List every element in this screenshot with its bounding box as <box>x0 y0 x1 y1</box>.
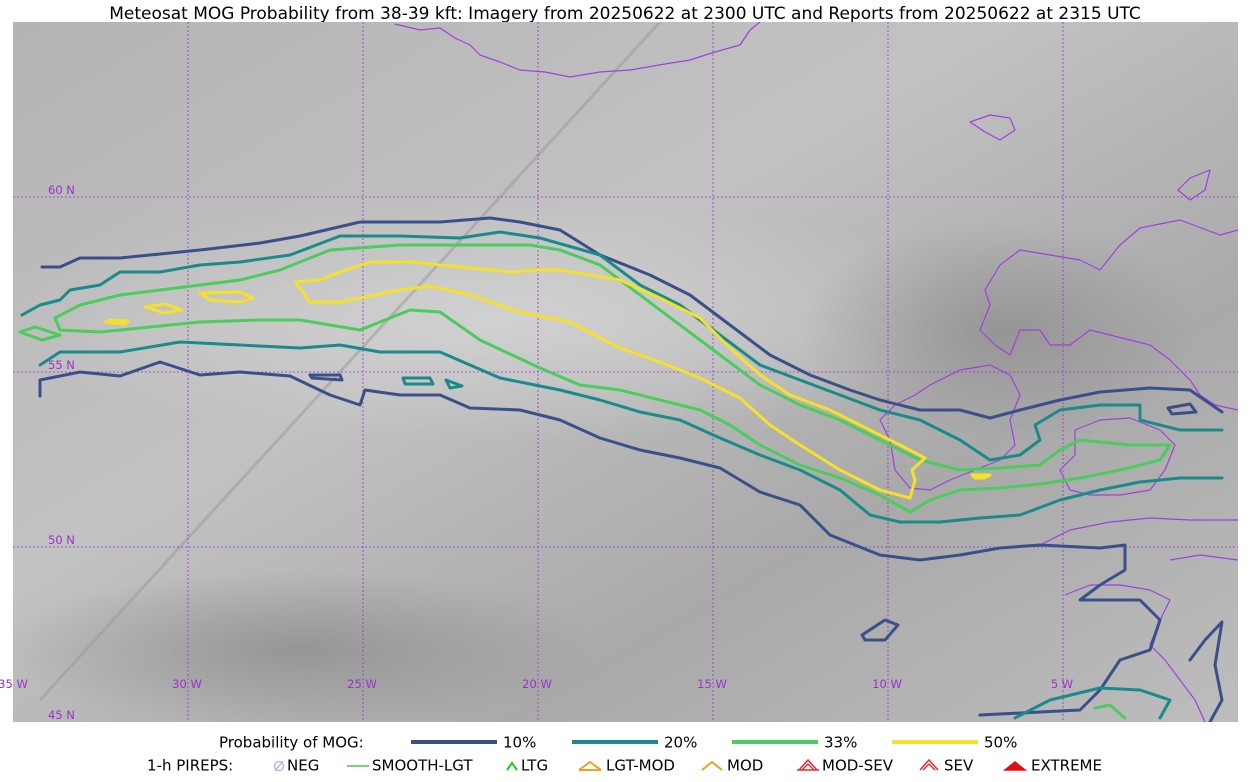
coastline <box>879 364 1021 491</box>
legend-label: MOD <box>727 757 763 775</box>
legend-label: 33% <box>824 734 857 752</box>
coastline <box>1177 169 1211 201</box>
coastline <box>394 22 761 78</box>
coastline <box>979 219 1238 411</box>
contour-line <box>18 325 1127 720</box>
legend-label: SMOOTH-LGT <box>372 757 473 775</box>
pirep-icon-mod <box>701 760 723 771</box>
lat-label: 55 N <box>48 358 75 372</box>
lon-label: 35 W <box>0 677 28 691</box>
legend-label: SEV <box>944 757 974 775</box>
lon-label: 20 W <box>522 677 552 691</box>
legend-label: LTG <box>521 757 548 775</box>
contour-line <box>53 243 1172 514</box>
contour-line <box>103 290 992 480</box>
pirep-icon-sev <box>922 762 936 771</box>
contour-33 <box>18 243 1172 720</box>
lat-label: 45 N <box>48 708 75 722</box>
contour-line <box>20 230 1224 462</box>
contour-line <box>38 360 1162 717</box>
graticule <box>13 22 1238 722</box>
lon-label: 10 W <box>872 677 902 691</box>
coastline <box>969 114 1016 141</box>
legend-label: 20% <box>664 734 697 752</box>
pirep-icon-sev <box>919 758 939 771</box>
legend-label: 10% <box>503 734 536 752</box>
contour-line <box>38 340 1224 524</box>
lat-label: 50 N <box>48 533 75 547</box>
coastline <box>1169 554 1238 561</box>
contour-20 <box>20 230 1224 720</box>
map-title: Meteosat MOG Probability from 38-39 kft:… <box>109 4 1141 24</box>
pirep-icon-mod-sev <box>801 762 815 771</box>
pirep-icon-lgt-mod <box>578 760 602 771</box>
probability-contours <box>18 216 1224 722</box>
legend-label: LGT-MOD <box>606 757 675 775</box>
legend-title: 1-h PIREPS: <box>147 757 233 775</box>
lon-label: 15 W <box>697 677 727 691</box>
longitude-labels: 35 W 30 W 25 W 20 W 15 W 10 W 5 W <box>0 677 1073 691</box>
legend-label: MOD-SEV <box>822 757 894 775</box>
coastline <box>1059 417 1176 496</box>
contour-line <box>293 260 927 500</box>
pirep-icon-mod-sev <box>798 758 818 771</box>
pirep-icons <box>273 758 1028 772</box>
contour-50 <box>103 260 992 500</box>
imagery-dark-area <box>800 220 1200 440</box>
contour-line <box>401 376 1172 720</box>
pirep-icon-neg <box>273 760 285 772</box>
lon-label: 5 W <box>1051 677 1073 691</box>
pirep-icon-extreme <box>1002 761 1028 771</box>
map-area <box>13 22 1238 722</box>
contour-10 <box>38 216 1224 722</box>
legend-label: EXTREME <box>1031 757 1102 775</box>
contour-line <box>308 373 1224 722</box>
lat-label: 60 N <box>48 183 75 197</box>
pirep-icon-neg <box>274 760 284 772</box>
latitude-labels: 60 N 55 N 50 N 45 N <box>48 183 75 722</box>
imagery-artifact <box>38 22 662 702</box>
legend-label: NEG <box>287 757 319 775</box>
lon-label: 30 W <box>172 677 202 691</box>
imagery-dark-area <box>13 570 600 722</box>
pirep-legend: 1-h PIREPS: NEG SMOOTH-LGT LTG LGT-MOD M… <box>147 757 1102 775</box>
coastline <box>1039 517 1238 546</box>
pirep-icon-ltg <box>506 761 518 771</box>
legend-title: Probability of MOG: <box>219 734 364 752</box>
legend-label: 50% <box>984 734 1017 752</box>
lon-label: 25 W <box>347 677 377 691</box>
probability-legend: Probability of MOG: 10% 20% 33% 50% <box>219 734 1017 752</box>
contour-line <box>40 216 1224 420</box>
